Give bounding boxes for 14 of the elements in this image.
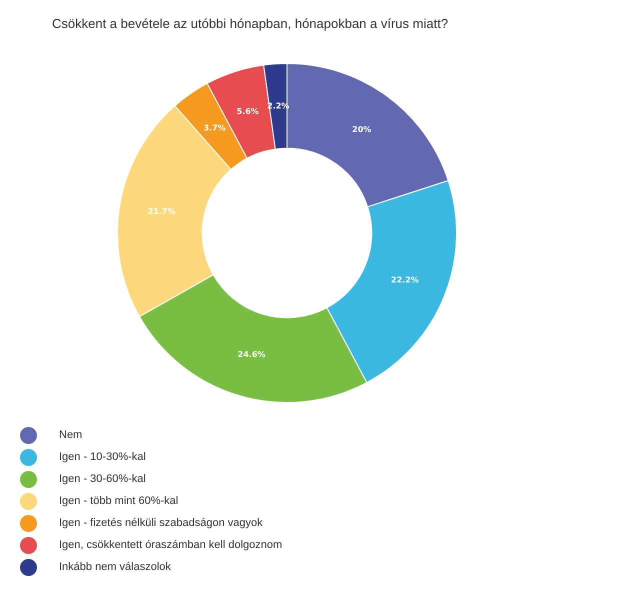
legend-label: Nem: [59, 429, 82, 441]
legend-label: Igen - fizetés nélküli szabadságon vagyok: [59, 517, 263, 529]
legend-label: Igen - 10-30%-kal: [59, 451, 146, 463]
legend-label: Igen - több mint 60%-kal: [59, 495, 178, 507]
legend-label: Inkább nem válaszolok: [59, 561, 171, 573]
data-label: 21.7%: [148, 207, 176, 216]
data-label: 24.6%: [238, 350, 266, 360]
data-label: 20%: [352, 125, 372, 134]
chart-title: Csökkent a bevétele az utóbbi hónapban, hónapokban a vírus miatt?: [52, 16, 448, 31]
data-label: 3.7%: [203, 124, 226, 133]
legend-label: Igen - 30-60%-kal: [59, 473, 146, 485]
data-label: 22.2%: [391, 276, 419, 285]
data-label: 5.6%: [236, 107, 259, 116]
legend-label: Igen, csökkentett óraszámban kell dolgoznom: [59, 539, 282, 551]
